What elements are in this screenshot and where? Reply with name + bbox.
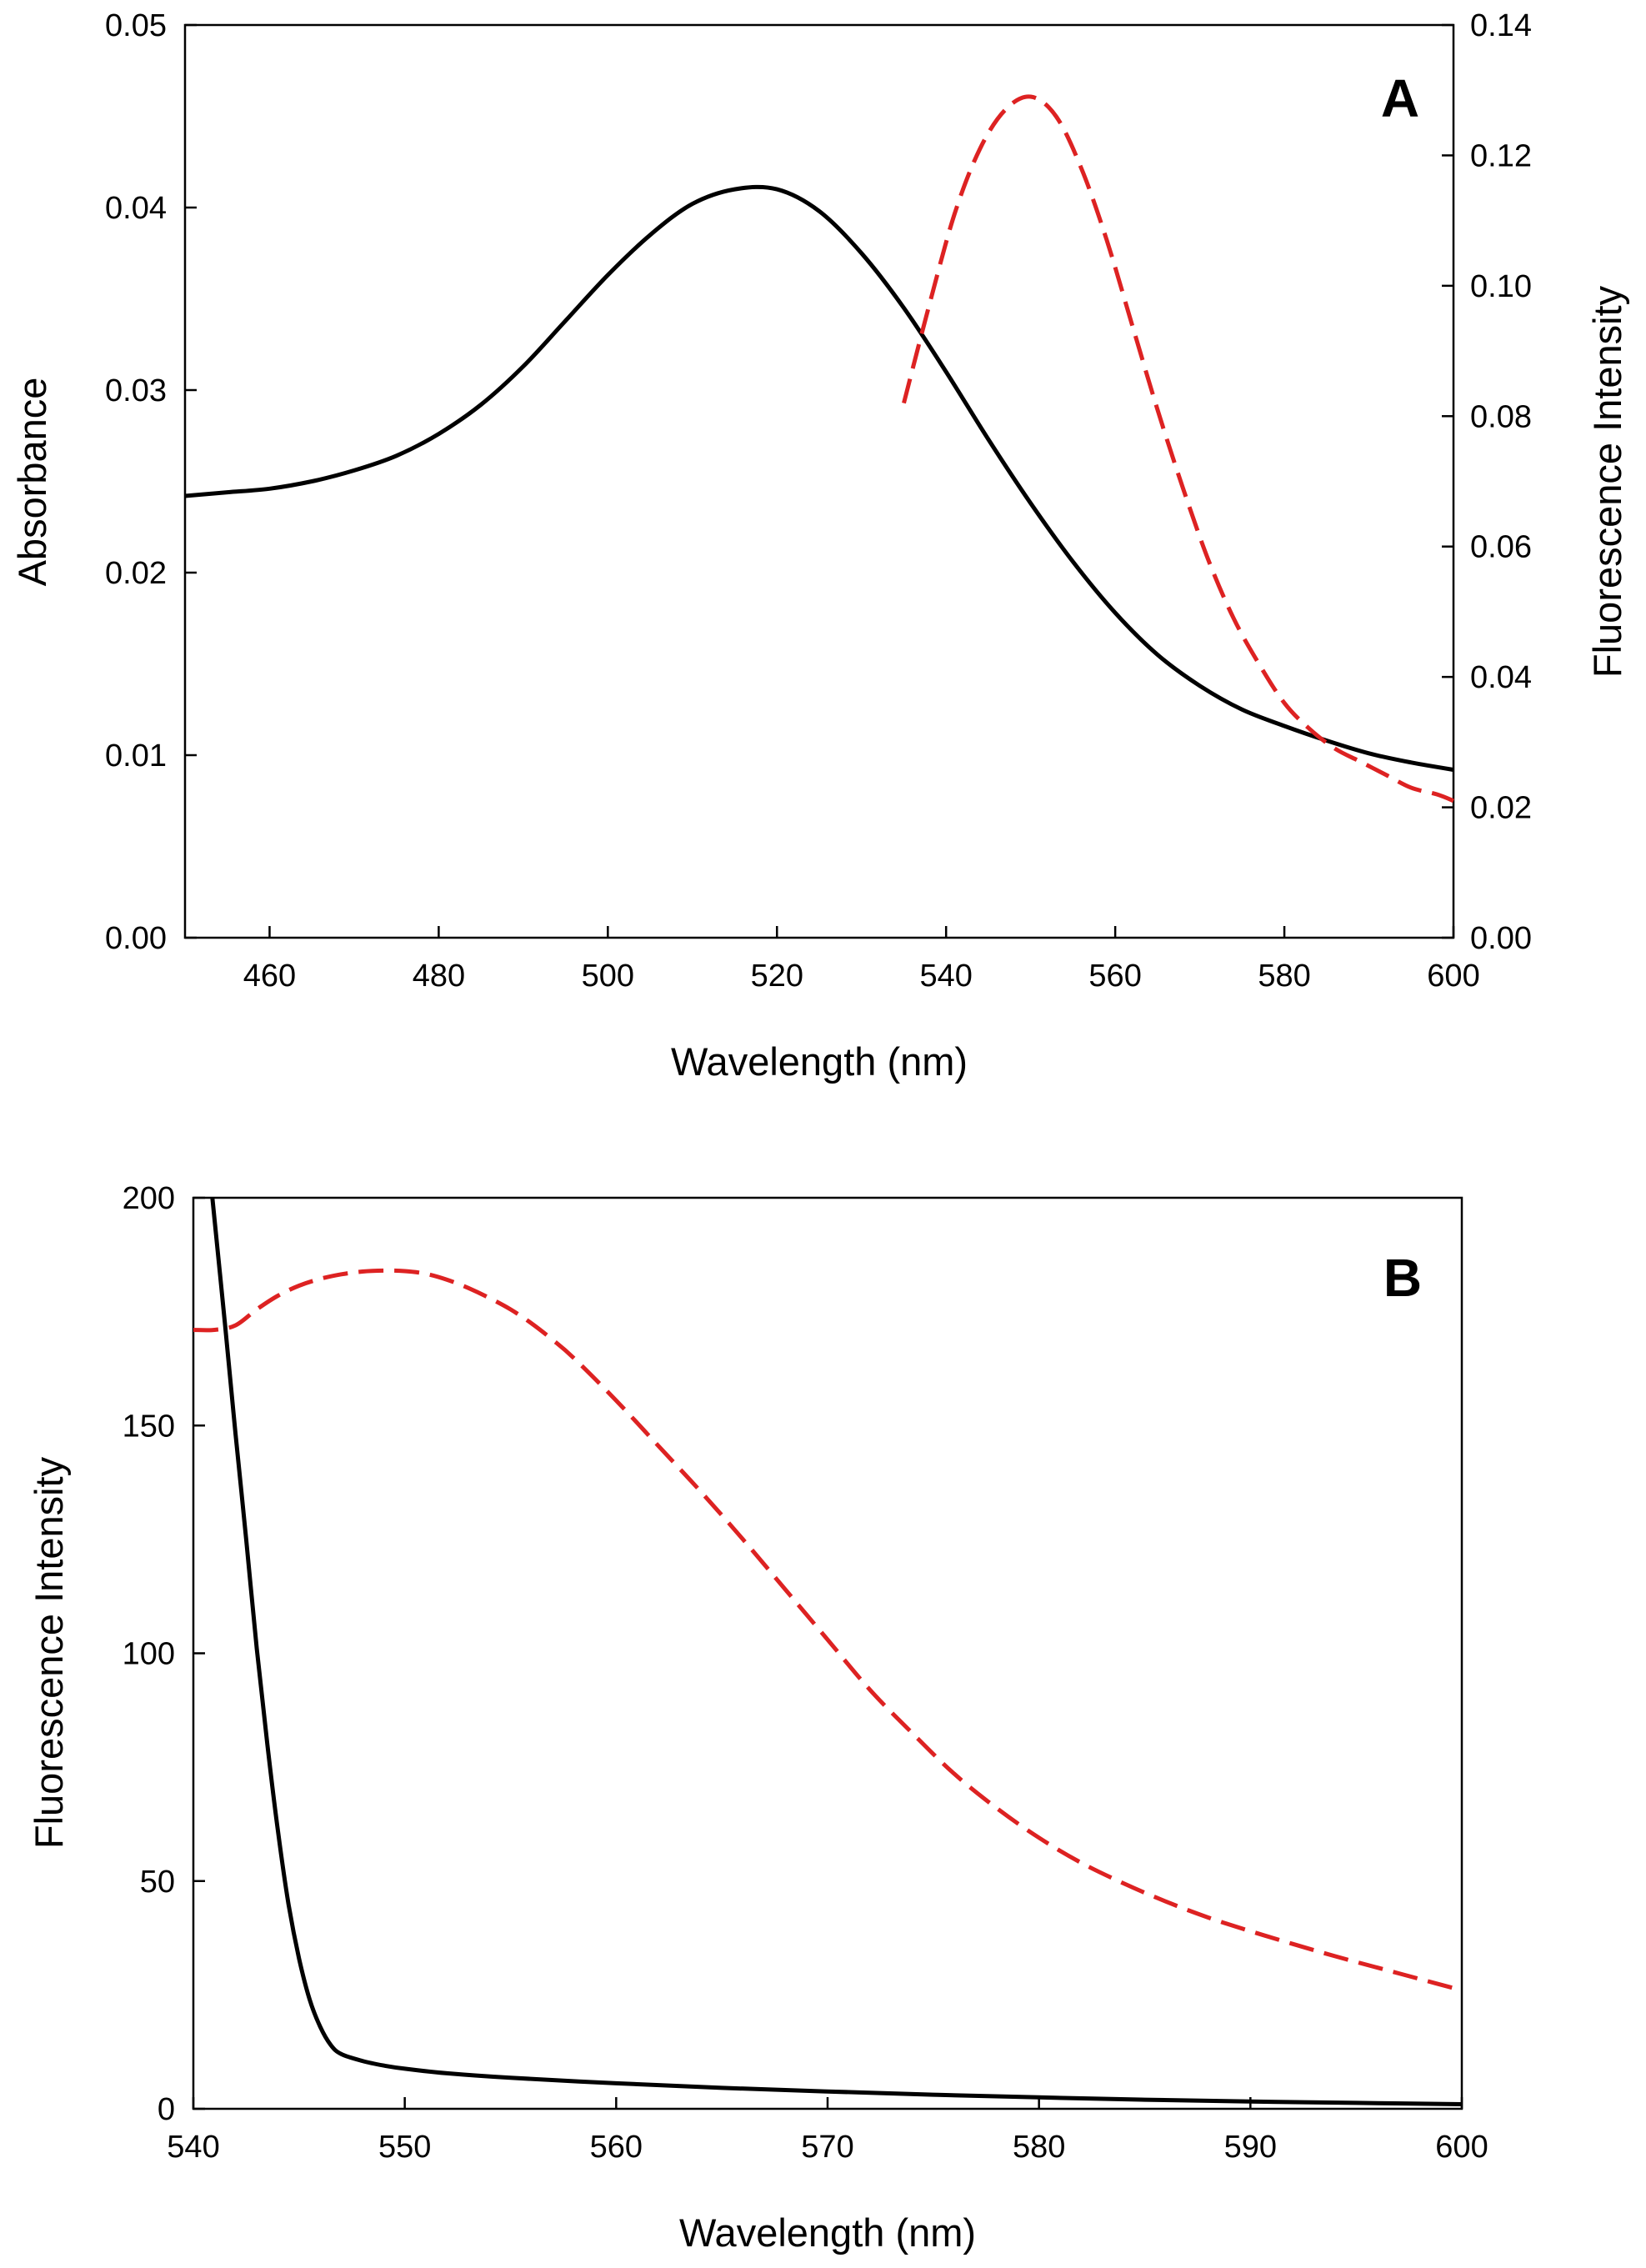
panel-a-y2-tick-label: 0.06 xyxy=(1470,530,1532,565)
panel-a-y2-tick-label: 0.00 xyxy=(1470,921,1532,956)
panel-a-x-ticks: 460 480 500 520 540 560 580 600 xyxy=(243,926,1480,994)
panel-b-y-ticks: 0 50 100 150 200 xyxy=(123,1181,205,2127)
panel-a-y2-axis-title: Fluorescence Intensity xyxy=(1585,285,1629,678)
panel-a-x-tick-label: 520 xyxy=(751,959,803,994)
panel-a-y2-tick-label: 0.14 xyxy=(1470,8,1532,43)
panel-b-x-tick-label: 540 xyxy=(167,2130,219,2165)
panel-a-y2-tick-label: 0.02 xyxy=(1470,791,1532,826)
panel-a-y-tick-label: 0.03 xyxy=(105,373,167,408)
panel-a-x-tick-label: 560 xyxy=(1088,959,1141,994)
panel-b-x-tick-label: 600 xyxy=(1435,2130,1488,2165)
panel-b-y-tick-label: 100 xyxy=(123,1637,175,1672)
panel-b-label: B xyxy=(1383,1248,1422,1308)
panel-a-series-fluorescence xyxy=(902,94,1454,804)
panel-a-y2-tick-label: 0.04 xyxy=(1470,660,1532,695)
panel-a-y-tick-label: 0.01 xyxy=(105,738,167,774)
panel-a-label: A xyxy=(1381,68,1419,128)
panel-a-plot-frame xyxy=(183,23,1455,939)
panel-a-y-axis-title: Absorbance xyxy=(10,378,54,587)
panel-a-y2-tick-label: 0.08 xyxy=(1470,399,1532,434)
panel-b-x-ticks: 540 550 560 570 580 590 600 xyxy=(167,2097,1488,2165)
panel-b-x-tick-label: 550 xyxy=(378,2130,431,2165)
panel-b-y-tick-label: 150 xyxy=(123,1409,175,1444)
panel-a-y2-tick-label: 0.10 xyxy=(1470,269,1532,304)
panel-b: 540 550 560 570 580 590 600 0 50 100 150 200 B Wav… xyxy=(27,1181,1488,2255)
panel-b-series xyxy=(193,1197,1463,2106)
panel-b-x-tick-label: 570 xyxy=(801,2130,853,2165)
panel-b-series-black-curve xyxy=(210,1197,1463,2106)
panel-a: 460 480 500 520 540 560 580 600 0.000.010.020.0… xyxy=(10,8,1629,1084)
panel-b-x-axis-title: Wavelength (nm) xyxy=(679,2210,976,2255)
panel-a-x-axis-title: Wavelength (nm) xyxy=(671,1039,968,1084)
panel-a-x-tick-label: 600 xyxy=(1427,959,1479,994)
panel-a-y-ticks: 0.00 0.01 0.02 0.03 0.04 0.05 xyxy=(105,8,197,956)
panel-b-plot-frame xyxy=(192,1196,1463,2110)
panel-a-series xyxy=(184,94,1454,804)
panel-b-x-tick-label: 590 xyxy=(1224,2130,1277,2165)
panel-a-x-tick-label: 480 xyxy=(413,959,465,994)
panel-b-x-tick-label: 580 xyxy=(1013,2130,1065,2165)
panel-a-y2-ticks: 0.00 0.02 0.04 0.06 0.08 0.10 0.12 0.14 xyxy=(1442,8,1532,956)
panel-b-y-tick-label: 0 xyxy=(158,2092,175,2127)
panel-b-series-red-dashed-curve xyxy=(193,1268,1463,1993)
panel-a-x-tick-label: 460 xyxy=(243,959,296,994)
panel-b-x-tick-label: 560 xyxy=(590,2130,643,2165)
panel-b-y-axis-title: Fluorescence Intensity xyxy=(27,1456,71,1849)
panel-a-y-tick-label: 0.02 xyxy=(105,556,167,591)
panel-a-x-tick-label: 580 xyxy=(1258,959,1310,994)
panel-a-y-tick-label: 0.04 xyxy=(105,191,167,226)
panel-b-y-tick-label: 50 xyxy=(140,1865,175,1900)
panel-a-y2-tick-label: 0.12 xyxy=(1470,138,1532,173)
panel-a-y-tick-label: 0.00 xyxy=(105,921,167,956)
panel-a-series-absorbance xyxy=(184,184,1454,772)
panel-a-x-tick-label: 500 xyxy=(582,959,634,994)
panel-a-x-tick-label: 540 xyxy=(919,959,972,994)
panel-a-y-tick-label: 0.05 xyxy=(105,8,167,43)
panel-b-y-tick-label: 200 xyxy=(123,1181,175,1216)
